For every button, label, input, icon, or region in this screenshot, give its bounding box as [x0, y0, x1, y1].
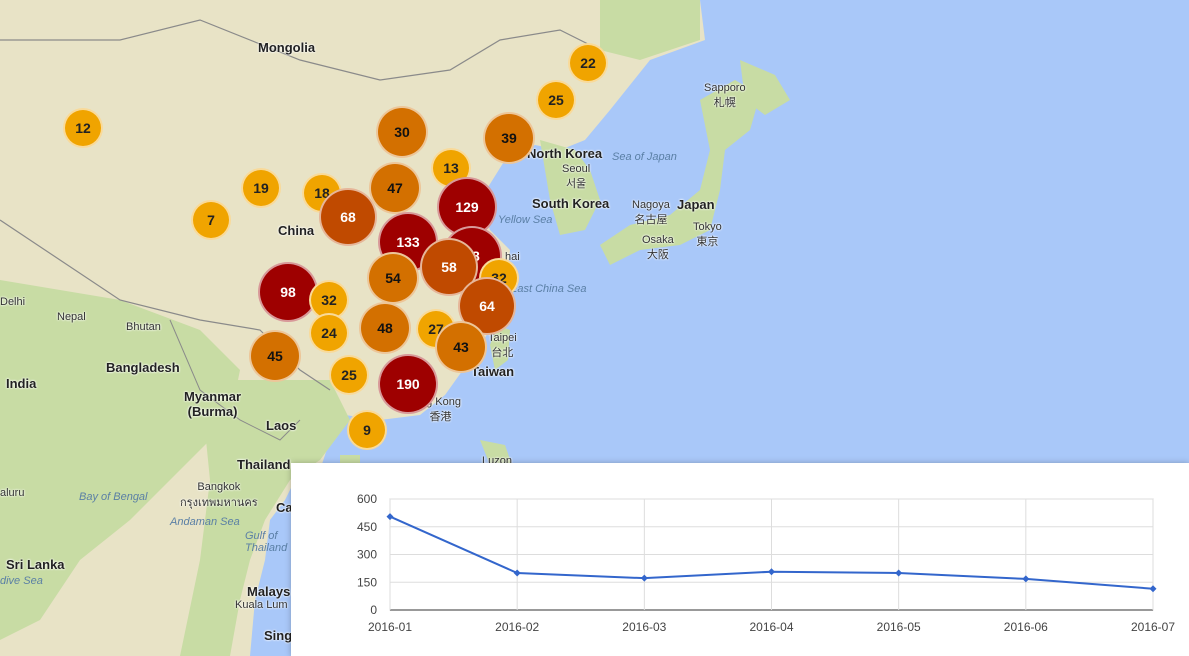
label-tokyo: Tokyo 東京 — [693, 221, 722, 248]
cluster-marker[interactable]: 12 — [63, 108, 103, 148]
label-cambodia: Ca — [276, 500, 293, 515]
border-southeast — [169, 319, 301, 441]
x-tick-label: 2016-07 — [1131, 620, 1175, 634]
label-bengaluru: aluru — [0, 487, 25, 499]
cluster-marker[interactable]: 54 — [367, 252, 419, 304]
land-se-asia-green — [180, 380, 350, 656]
y-tick-label: 450 — [357, 520, 377, 534]
cluster-marker[interactable]: 22 — [568, 43, 608, 83]
y-tick-label: 150 — [357, 575, 377, 589]
label-south-korea: South Korea — [532, 196, 610, 211]
data-point — [895, 569, 903, 577]
x-tick-label: 2016-03 — [622, 620, 666, 634]
label-japan: Japan — [677, 197, 715, 212]
label-thailand: Thailand — [237, 457, 291, 472]
label-taiwan: Taiwan — [471, 364, 515, 379]
label-myanmar: Myanmar (Burma) — [184, 389, 242, 419]
land-japan — [600, 80, 760, 265]
y-tick-label: 300 — [357, 548, 377, 562]
y-tick-label: 600 — [357, 492, 377, 506]
land-luzon — [480, 440, 512, 465]
x-tick-label: 2016-06 — [1004, 620, 1048, 634]
label-malaysia: Malays — [247, 584, 291, 599]
label-laccadive-sea: dive Sea — [0, 575, 43, 587]
land-korea — [540, 140, 600, 235]
x-tick-label: 2016-01 — [368, 620, 412, 634]
label-sea-of-japan: Sea of Japan — [612, 151, 677, 163]
land-sri-lanka — [15, 545, 40, 595]
label-bangkok: Bangkok กรุงเทพมหานคร — [180, 481, 258, 509]
label-taipei: Taipei 台北 — [488, 332, 517, 359]
land-russia-east — [600, 0, 700, 60]
cluster-marker[interactable]: 19 — [241, 168, 281, 208]
label-singapore: Sing — [264, 628, 293, 643]
data-point — [386, 513, 394, 521]
label-mongolia: Mongolia — [258, 40, 316, 55]
data-point — [1149, 585, 1157, 593]
label-sapporo: Sapporo 札幌 — [704, 82, 746, 109]
cluster-marker[interactable]: 98 — [258, 262, 318, 322]
label-east-china-sea: East China Sea — [510, 283, 587, 295]
y-tick-label: 0 — [370, 603, 377, 617]
cluster-marker[interactable]: 190 — [378, 354, 438, 414]
data-point — [640, 574, 648, 582]
label-kuala-lumpur: Kuala Lum — [235, 599, 288, 611]
label-sri-lanka: Sri Lanka — [6, 557, 65, 572]
label-laos: Laos — [266, 418, 297, 433]
cluster-marker[interactable]: 25 — [329, 355, 369, 395]
cluster-marker[interactable]: 48 — [359, 302, 411, 354]
land-india-green — [0, 280, 240, 640]
label-osaka: Osaka 大阪 — [642, 234, 674, 261]
cluster-marker[interactable]: 47 — [369, 162, 421, 214]
label-bangladesh: Bangladesh — [106, 360, 180, 375]
label-gulf-of-thailand: Gulf of Thailand — [245, 530, 288, 554]
cluster-marker[interactable]: 30 — [376, 106, 428, 158]
border-mongolia — [0, 19, 601, 81]
land-taiwan — [490, 325, 510, 370]
label-nepal: Nepal — [57, 311, 86, 323]
cluster-marker[interactable]: 45 — [249, 330, 301, 382]
cluster-marker[interactable]: 68 — [319, 188, 377, 246]
label-india: India — [6, 376, 37, 391]
cluster-marker[interactable]: 7 — [191, 200, 231, 240]
cluster-marker[interactable]: 25 — [536, 80, 576, 120]
label-nagoya: Nagoya 名古屋 — [632, 199, 670, 226]
label-delhi: Delhi — [0, 296, 26, 308]
cluster-marker[interactable]: 24 — [309, 313, 349, 353]
x-tick-label: 2016-02 — [495, 620, 539, 634]
label-yellow-sea: Yellow Sea — [498, 214, 553, 226]
label-china: China — [278, 223, 315, 238]
land-mainland — [0, 0, 705, 656]
x-tick-label: 2016-05 — [877, 620, 921, 634]
data-point — [513, 569, 521, 577]
line-chart: 600 450 300 150 0 2016-01 2016-02 2016-03 2016-0… — [357, 492, 1175, 634]
label-bay-of-bengal: Bay of Bengal — [79, 491, 148, 503]
label-north-korea: North Korea — [527, 146, 603, 161]
label-seoul: Seoul 서울 — [562, 163, 591, 190]
label-andaman-sea: Andaman Sea — [170, 516, 240, 528]
cluster-marker[interactable]: 43 — [435, 321, 487, 373]
cluster-marker[interactable]: 58 — [420, 238, 478, 296]
land-hokkaido — [740, 60, 790, 115]
x-tick-label: 2016-04 — [749, 620, 793, 634]
label-bhutan: Bhutan — [126, 321, 161, 333]
cluster-marker[interactable]: 39 — [483, 112, 535, 164]
cluster-marker[interactable]: 9 — [347, 410, 387, 450]
data-point — [768, 568, 775, 576]
chart-panel: 600 450 300 150 0 2016-01 2016-02 2016-03 2016-0… — [291, 463, 1189, 656]
border-china-south — [0, 219, 331, 391]
